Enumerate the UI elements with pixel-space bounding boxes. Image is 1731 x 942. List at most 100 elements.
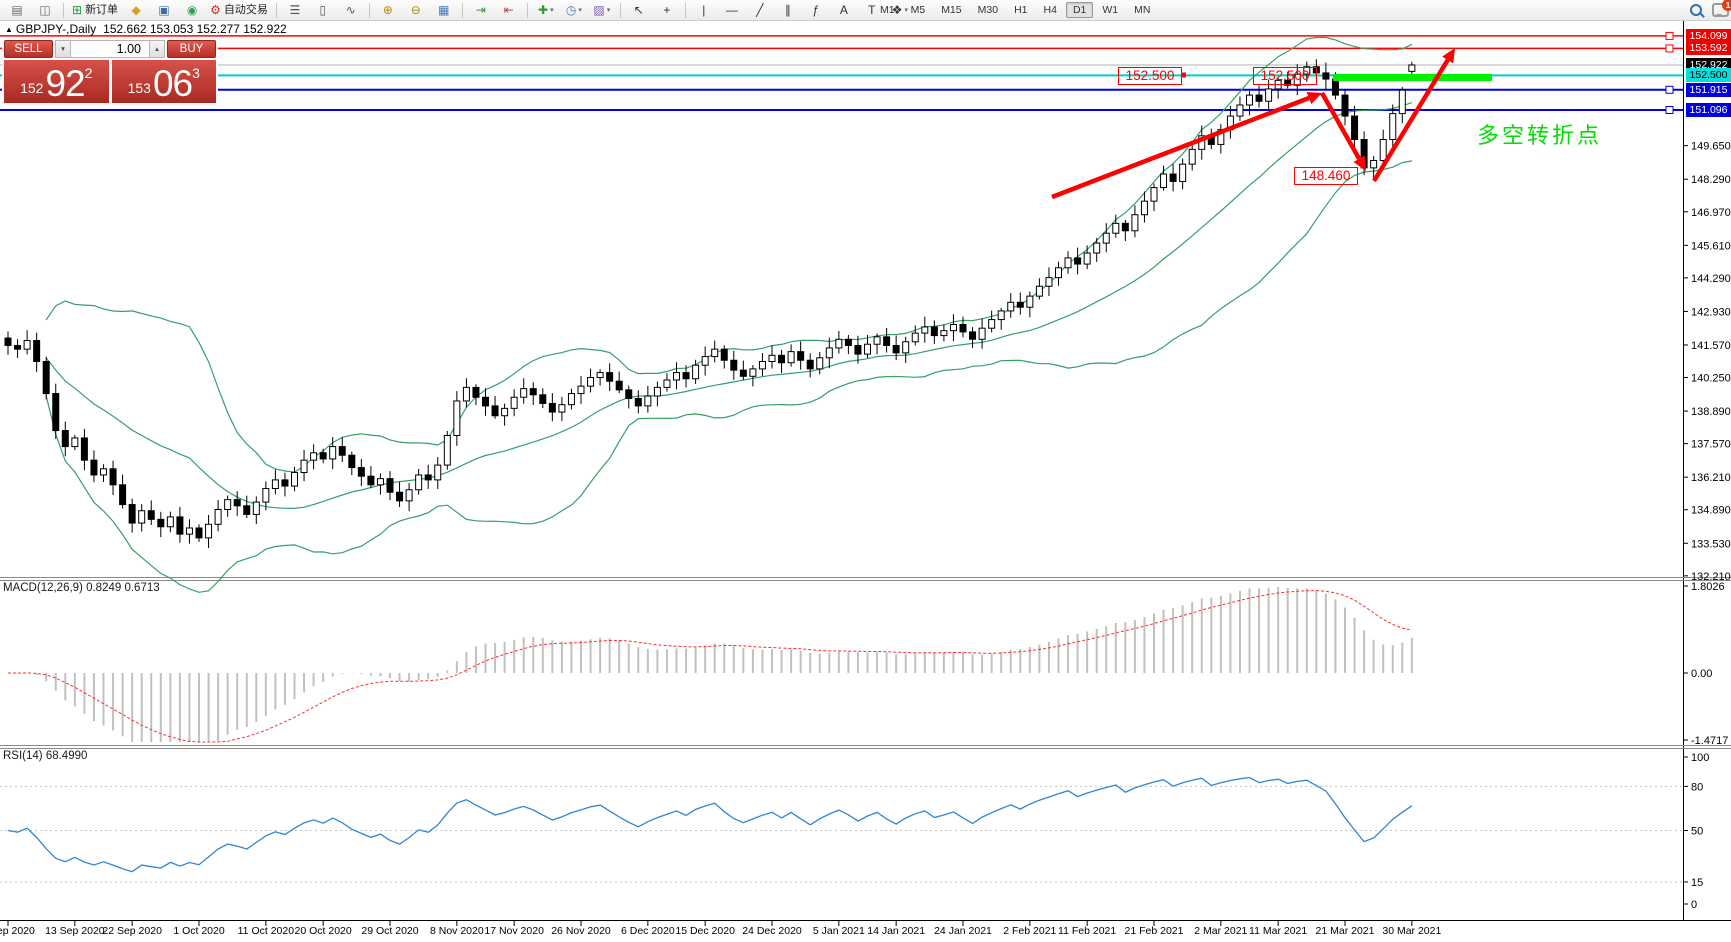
chart-bars-button[interactable]: ☰ [282,1,308,20]
svg-text:5 Jan 2021: 5 Jan 2021 [813,925,865,937]
trade-prices-row: 152 92 2 153 06 3 [2,59,218,103]
svg-text:137.570: 137.570 [1691,439,1731,451]
svg-text:0: 0 [1691,899,1697,911]
auto-scroll-button[interactable]: ⇥ [468,1,494,20]
sell-price-display[interactable]: 152 92 2 [4,60,109,103]
volume-input[interactable]: 1.00 [71,40,149,58]
timeframe-m1[interactable]: M1 [880,4,895,16]
draw-hline-button[interactable]: — [719,1,745,20]
auto-trading-button[interactable]: ⚙ 自动交易 [207,1,271,20]
chart-shift-icon: ⇤ [503,2,514,17]
templates-button[interactable]: ▨ ▾ [589,1,615,20]
timeframe-m30[interactable]: M30 [977,4,999,16]
draw-fibonacci-button[interactable]: ƒ [803,1,829,20]
price-line-label-153.592: 153.592 [1686,41,1731,56]
indicators-button[interactable]: ✚ ▾ [533,1,559,20]
draw-text-button[interactable]: A [831,1,857,20]
svg-text:141.570: 141.570 [1691,340,1731,352]
line-handle[interactable] [1665,44,1674,53]
charts-grid-button[interactable]: ▤ [4,1,30,20]
sell-price-integer: 152 [20,80,44,96]
crosshair-button[interactable]: + [654,1,680,20]
mql-editor-icon: ▣ [158,2,170,17]
styles-button[interactable]: ◆ [123,1,149,20]
draw-label-button[interactable]: T [859,1,885,20]
sell-price-point: 2 [84,65,93,81]
zoom-out-button[interactable]: ⊖ [403,1,429,20]
indicators-icon: ✚ [538,2,549,17]
price-line-label-154.099: 154.099 [1686,28,1731,43]
buy-price-display[interactable]: 153 06 3 [111,60,216,103]
svg-text:29 Oct 2020: 29 Oct 2020 [361,925,418,937]
timeframe-d1[interactable]: D1 [1065,2,1094,18]
draw-arrows-dropdown-icon[interactable]: ▾ [904,6,908,14]
buy-button[interactable]: BUY [167,40,216,58]
volume-increase-button[interactable]: ▲ [149,40,165,58]
periods-icon: ◷ [565,2,577,17]
notification-badge: 1 [1722,0,1731,11]
templates-dropdown-icon[interactable]: ▾ [606,6,611,14]
green-resistance-bar[interactable] [1333,74,1492,81]
box-anchor-handle[interactable] [1181,72,1186,78]
mql-editor-button[interactable]: ▣ [151,1,177,20]
draw-trendline-button[interactable]: ╱ [747,1,773,20]
timeframe-w1[interactable]: W1 [1102,4,1119,16]
svg-text:0.00: 0.00 [1691,668,1712,680]
buy-price-integer: 153 [127,80,151,96]
svg-text:2 Feb 2021: 2 Feb 2021 [1003,925,1056,937]
svg-text:24 Dec 2020: 24 Dec 2020 [742,925,802,937]
line-handle[interactable] [1665,31,1674,40]
tile-windows-button[interactable]: ▦ [431,1,457,20]
svg-text:2 Sep 2020: 2 Sep 2020 [0,925,35,937]
auto-trading-icon: ⚙ [210,2,221,17]
signals-button[interactable]: ◉ [179,1,205,20]
trend-arrow[interactable] [1372,58,1450,183]
new-order-button[interactable]: ⊞ 新订单 [69,1,121,20]
periods-button[interactable]: ◷ ▾ [561,1,587,20]
svg-text:11 Feb 2021: 11 Feb 2021 [1058,925,1116,937]
periods-dropdown-icon[interactable]: ▾ [578,6,582,14]
rsi-indicator-label: RSI(14) 68.4990 [3,750,88,762]
price-annotation-box[interactable]: 152.500 [1253,67,1317,85]
trend-arrow[interactable] [1320,91,1362,160]
chart-candles-button[interactable]: ▯ [310,1,336,20]
timeframe-h4[interactable]: H4 [1043,4,1057,16]
tile-windows-icon: ▦ [438,2,450,17]
svg-text:142.930: 142.930 [1691,306,1731,318]
search-icon[interactable] [1690,4,1702,16]
timeframe-mn[interactable]: MN [1134,4,1151,16]
toolbar-separator [684,2,686,18]
timeframe-m5[interactable]: M5 [910,4,926,16]
price-axis: 149.650 148.290 146.970 145.610 144.290 142.9… [1683,141,1731,583]
signals-icon: ◉ [186,2,198,17]
svg-text:15 Dec 2020: 15 Dec 2020 [675,925,735,937]
trend-arrowhead [1353,155,1366,171]
trend-arrow[interactable] [1051,95,1310,200]
volume-decrease-button[interactable]: ▼ [55,40,71,58]
price-annotation-box[interactable]: 148.460 [1294,167,1358,185]
draw-channel-button[interactable]: ∥ [775,1,801,20]
svg-text:80: 80 [1691,781,1703,793]
line-handle[interactable] [1665,106,1674,114]
svg-text:136.210: 136.210 [1691,472,1731,484]
price-annotation-box[interactable]: 152.500 [1118,67,1182,85]
chart-ohlc-values: 152.662 153.053 152.277 152.922 [103,22,287,36]
market-watch-button[interactable]: ◫ [32,1,58,20]
timeframe-h1[interactable]: H1 [1014,4,1028,16]
draw-vline-icon: | [702,2,706,17]
draw-arrows-button[interactable]: ❖ ▾ [887,1,913,20]
cursor-button[interactable]: ↖ [626,1,652,20]
styles-icon: ◆ [131,2,141,17]
indicators-dropdown-icon[interactable]: ▾ [550,6,554,14]
sell-button[interactable]: SELL [4,40,53,58]
timeframe-m15[interactable]: M15 [941,4,962,16]
chart-line-button[interactable]: ∿ [338,1,364,20]
chart-shift-button[interactable]: ⇤ [496,1,522,20]
zoom-in-button[interactable]: ⊕ [375,1,401,20]
rsi-line [7,776,1413,873]
annotation-note-text[interactable]: 多空转折点 [1477,123,1603,148]
notifications-icon[interactable]: 1 [1712,0,1731,17]
draw-vline-button[interactable]: | [691,1,717,20]
line-handle[interactable] [1665,85,1674,94]
